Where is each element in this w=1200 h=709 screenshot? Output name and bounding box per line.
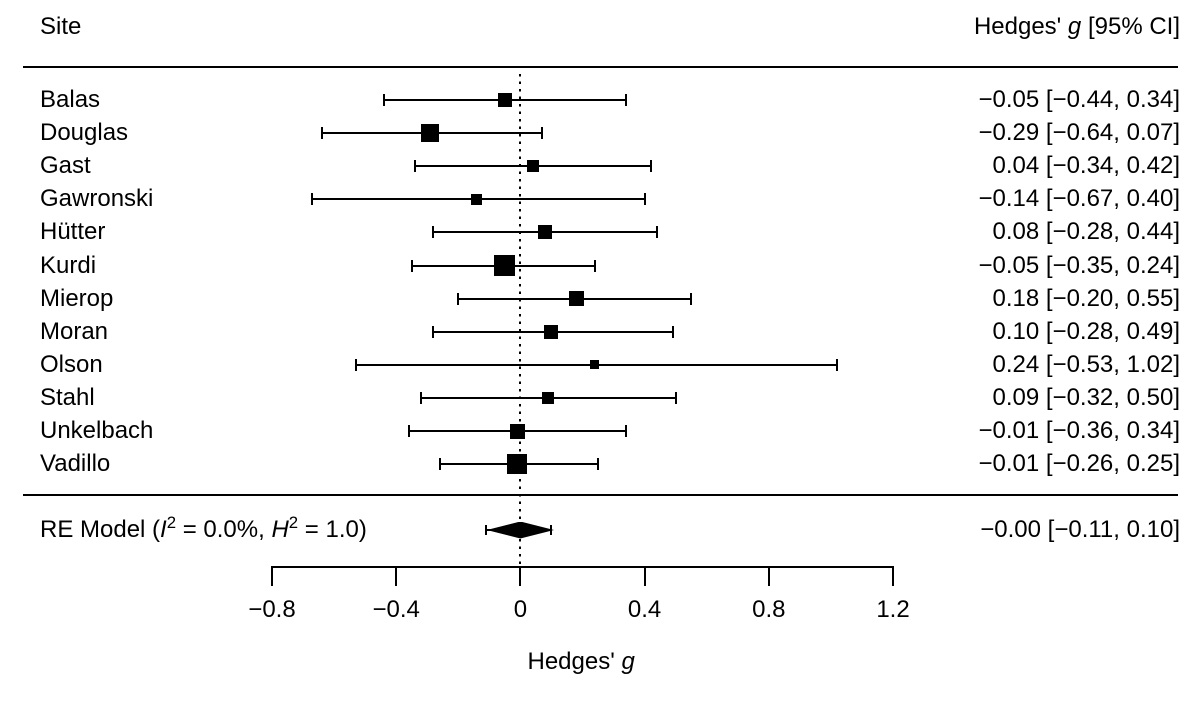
- estimate-square: [544, 324, 559, 339]
- column-header-estimate: Hedges' g [95% CI]: [974, 13, 1180, 41]
- study-site-label: Mierop: [40, 284, 114, 312]
- summary-label: RE Model (I2 = 0.0%, H2 = 1.0): [40, 513, 367, 544]
- ci-cap-right: [649, 160, 652, 173]
- estimate-square: [568, 291, 584, 307]
- summary-diamond: [486, 521, 554, 539]
- ci-cap-left: [432, 226, 435, 239]
- ci-cap-left: [354, 358, 357, 371]
- study-estimate-value: 0.04 [−0.34, 0.42]: [992, 152, 1181, 180]
- ci-cap-right: [624, 94, 627, 106]
- x-axis-line: [271, 566, 894, 568]
- study-estimate-value: −0.01 [−0.26, 0.25]: [978, 450, 1180, 478]
- summary-ci-cap-left: [485, 525, 488, 535]
- summary-label-mid: = 0.0%,: [176, 516, 272, 543]
- study-estimate-value: −0.01 [−0.36, 0.34]: [978, 417, 1180, 444]
- study-site-label: Balas: [40, 86, 101, 113]
- x-axis-tick-label: 0.4: [627, 596, 662, 623]
- ci-cap-right: [690, 292, 693, 305]
- estimate-square: [538, 225, 553, 240]
- ci-cap-right: [597, 458, 600, 471]
- estimate-square: [421, 124, 440, 143]
- ci-cap-left: [320, 127, 323, 140]
- ci-cap-right: [541, 127, 544, 140]
- summary-label-prefix: RE Model (: [40, 516, 161, 543]
- ci-cap-left: [438, 458, 441, 471]
- study-site-label: Vadillo: [40, 450, 111, 478]
- estimate-square: [526, 160, 539, 173]
- summary-i-exponent: 2: [166, 513, 177, 532]
- x-axis-tick-label: 1.2: [876, 596, 910, 623]
- study-estimate-value: −0.29 [−0.64, 0.07]: [978, 119, 1180, 147]
- x-axis-tick: [892, 566, 894, 586]
- x-axis-tick: [767, 566, 770, 586]
- estimate-square: [471, 193, 483, 205]
- ci-cap-right: [593, 259, 596, 272]
- study-site-label: Gawronski: [40, 185, 154, 213]
- x-axis-title-g-italic: g: [621, 648, 635, 675]
- study-estimate-value: 0.09 [−0.32, 0.50]: [992, 383, 1181, 411]
- x-axis-tick: [395, 566, 398, 586]
- estimate-header-ci-text: [95% CI]: [1081, 13, 1180, 40]
- ci-cap-left: [311, 193, 314, 206]
- estimate-square: [497, 93, 512, 107]
- study-site-label: Moran: [40, 317, 109, 345]
- estimate-header-g-italic: g: [1067, 13, 1082, 40]
- study-site-label: Olson: [40, 350, 103, 378]
- summary-estimate-value: −0.00 [−0.11, 0.10]: [980, 516, 1180, 543]
- study-site-label: Kurdi: [40, 251, 97, 279]
- x-axis-tick: [643, 566, 646, 586]
- estimate-square: [494, 255, 516, 276]
- column-header-site: Site: [40, 13, 82, 40]
- zero-reference-line: [519, 74, 522, 564]
- ci-cap-left: [420, 391, 423, 404]
- x-axis-tick: [271, 566, 273, 586]
- x-axis-tick-label: 0: [513, 596, 528, 623]
- study-site-label: Stahl: [40, 383, 95, 411]
- summary-label-suffix: = 1.0): [298, 516, 367, 543]
- study-estimate-value: −0.05 [−0.35, 0.24]: [978, 251, 1180, 279]
- estimate-square: [542, 391, 555, 404]
- ci-cap-left: [432, 325, 435, 338]
- header-rule: [23, 66, 1178, 68]
- summary-h-exponent: 2: [288, 513, 299, 532]
- study-estimate-value: 0.18 [−0.20, 0.55]: [992, 284, 1181, 312]
- estimate-square: [509, 423, 525, 439]
- ci-cap-right: [656, 226, 659, 239]
- x-axis-title: Hedges' g: [528, 648, 635, 676]
- study-estimate-value: 0.24 [−0.53, 1.02]: [992, 350, 1181, 378]
- ci-cap-right: [836, 358, 839, 371]
- ci-cap-right: [643, 193, 646, 206]
- summary-rule: [23, 494, 1178, 496]
- estimate-header-text: Hedges': [973, 13, 1068, 40]
- ci-cap-right: [671, 325, 674, 338]
- study-estimate-value: −0.14 [−0.67, 0.40]: [978, 185, 1180, 213]
- summary-i-symbol: I: [160, 516, 167, 543]
- study-site-label: Unkelbach: [40, 417, 154, 444]
- x-axis-tick-label: −0.8: [248, 596, 296, 623]
- ci-cap-right: [624, 425, 627, 437]
- study-site-label: Hütter: [40, 218, 106, 246]
- ci-cap-left: [407, 425, 410, 437]
- study-estimate-value: −0.05 [−0.44, 0.34]: [978, 86, 1180, 113]
- ci-cap-left: [410, 259, 413, 272]
- estimate-square: [590, 360, 600, 370]
- study-site-label: Douglas: [40, 119, 129, 147]
- summary-h-symbol: H: [271, 516, 289, 543]
- ci-cap-right: [674, 391, 677, 404]
- x-axis-tick-label: 0.8: [752, 596, 786, 623]
- study-site-label: Gast: [40, 152, 91, 180]
- estimate-square: [507, 454, 528, 475]
- ci-cap-left: [413, 160, 416, 173]
- study-estimate-value: 0.10 [−0.28, 0.49]: [992, 317, 1181, 345]
- study-estimate-value: 0.08 [−0.28, 0.44]: [992, 218, 1181, 246]
- x-axis-tick-label: −0.4: [372, 596, 420, 623]
- x-axis-title-text: Hedges': [527, 648, 622, 675]
- x-axis-tick: [519, 566, 522, 586]
- ci-cap-left: [382, 94, 385, 106]
- ci-cap-left: [457, 292, 460, 305]
